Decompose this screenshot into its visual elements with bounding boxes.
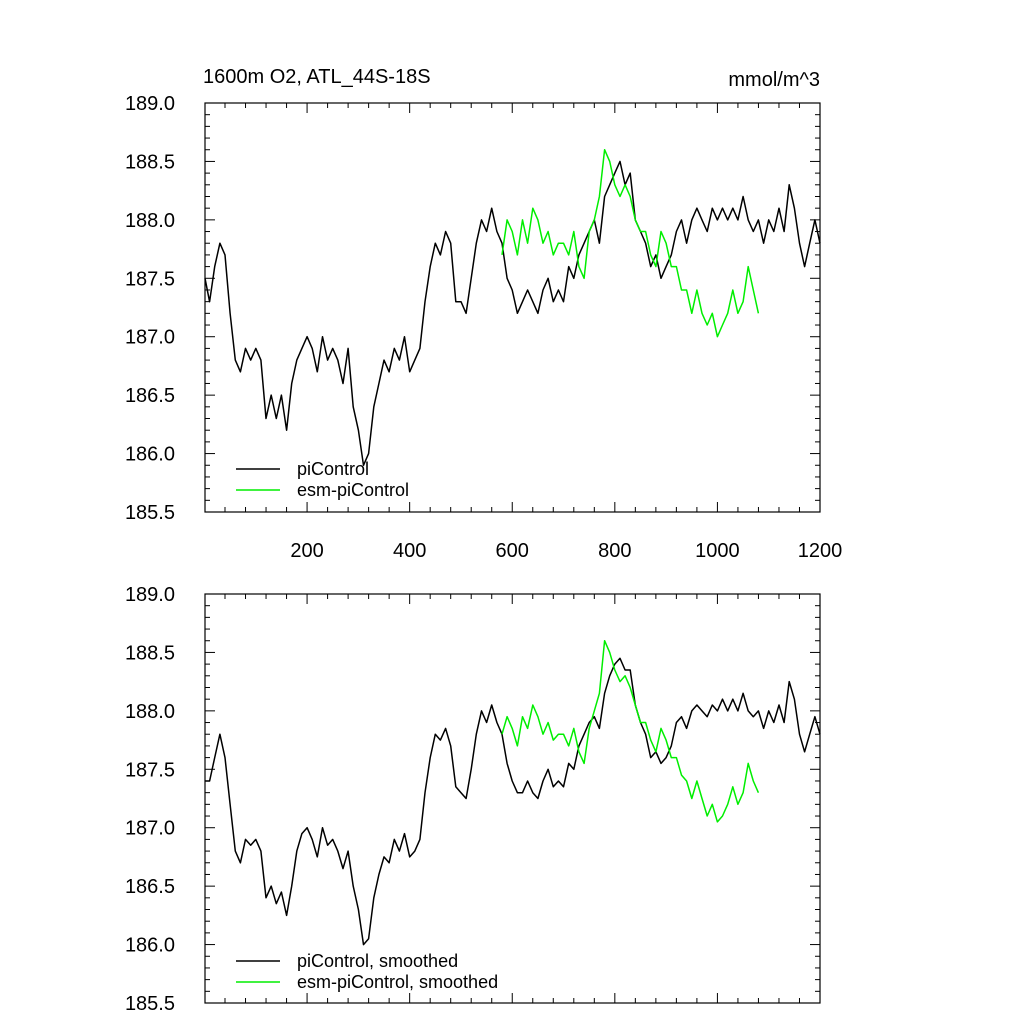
y-tick-label: 188.0	[125, 701, 175, 723]
y-tick-label: 187.5	[125, 759, 175, 781]
y-tick-label: 186.0	[125, 444, 175, 466]
bottom-plot-frame	[204, 593, 821, 1004]
legend-label-esm-picontrol: esm-piControl	[297, 480, 409, 500]
top-axis-ticks	[205, 102, 821, 513]
y-tick-label: 185.5	[125, 502, 175, 524]
bottom-panel: 185.5 186.0 186.5 187.0 187.5 188.0 188.5 189.0…	[125, 584, 821, 1015]
y-tick-label: 187.0	[125, 818, 175, 840]
y-tick-label: 186.5	[125, 385, 175, 407]
bottom-series-lines	[205, 639, 821, 946]
y-tick-label: 187.0	[125, 327, 175, 349]
top-series-lines	[204, 148, 821, 467]
units-label: mmol/m^3	[728, 69, 820, 91]
y-tick-label: 186.5	[125, 876, 175, 898]
x-tick-label: 200	[290, 540, 323, 562]
y-tick-label: 187.5	[125, 268, 175, 290]
y-tick-label: 188.5	[125, 151, 175, 173]
legend-label-picontrol-smoothed: piControl, smoothed	[297, 951, 458, 971]
series-line-esm-picontrol	[501, 148, 760, 338]
series-line-esm-picontrol	[501, 639, 760, 823]
y-tick-label: 185.5	[125, 993, 175, 1015]
top-plot-frame	[204, 102, 821, 513]
series-line-picontrol	[205, 657, 821, 946]
x-tick-label: 400	[393, 540, 426, 562]
bottom-legend: piControl, smoothed esm-piControl, smoot…	[236, 951, 498, 992]
top-panel: 185.5 186.0 186.5 187.0 187.5 188.0 188.5 189.0…	[125, 93, 842, 562]
x-tick-label: 800	[598, 540, 631, 562]
legend-label-esm-picontrol-smoothed: esm-piControl, smoothed	[297, 972, 498, 992]
bottom-axis-ticks	[205, 593, 821, 1004]
top-tick-labels: 185.5 186.0 186.5 187.0 187.5 188.0 188.5 189.0…	[125, 93, 842, 562]
y-tick-label: 188.0	[125, 210, 175, 232]
x-tick-label: 600	[496, 540, 529, 562]
y-tick-label: 189.0	[125, 584, 175, 606]
legend-label-picontrol: piControl	[297, 459, 369, 479]
top-legend: piControl esm-piControl	[236, 459, 409, 500]
y-tick-label: 186.0	[125, 935, 175, 957]
chart-title: 1600m O2, ATL_44S-18S	[203, 66, 431, 88]
x-tick-label: 1000	[695, 540, 740, 562]
x-tick-label: 1200	[798, 540, 843, 562]
series-line-picontrol	[204, 160, 821, 467]
y-tick-label: 189.0	[125, 93, 175, 115]
bottom-tick-labels: 185.5 186.0 186.5 187.0 187.5 188.0 188.5 189.0	[125, 584, 175, 1015]
y-tick-label: 188.5	[125, 642, 175, 664]
